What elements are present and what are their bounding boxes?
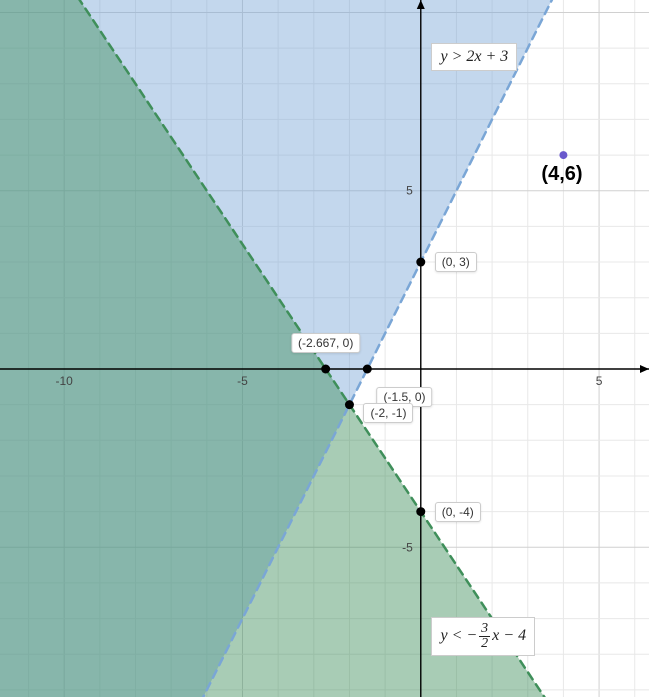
- data-point: [416, 258, 425, 267]
- y-tick-label: 5: [406, 184, 413, 198]
- data-point: [345, 400, 354, 409]
- data-point: [363, 365, 372, 374]
- y-tick-label: -5: [402, 540, 413, 554]
- data-point: [416, 507, 425, 516]
- inequality-graph: -10-55-55 (0, 3)(-2.667, 0)(-1.5, 0)(-2,…: [0, 0, 649, 697]
- inequality-label-green: y < −32x − 4: [431, 617, 535, 656]
- point-label: (-2, -1): [363, 403, 413, 423]
- data-point: [321, 365, 330, 374]
- highlight-point-label: (4,6): [541, 163, 582, 186]
- x-axis-arrow: [640, 365, 649, 373]
- highlight-point: [559, 151, 567, 159]
- x-tick-label: -10: [56, 374, 74, 388]
- x-tick-label: -5: [237, 374, 248, 388]
- inequality-label-blue: y > 2x + 3: [431, 43, 517, 71]
- point-label: (0, 3): [435, 252, 477, 272]
- point-label: (0, -4): [435, 502, 481, 522]
- point-label: (-2.667, 0): [291, 333, 360, 353]
- x-tick-label: 5: [596, 374, 603, 388]
